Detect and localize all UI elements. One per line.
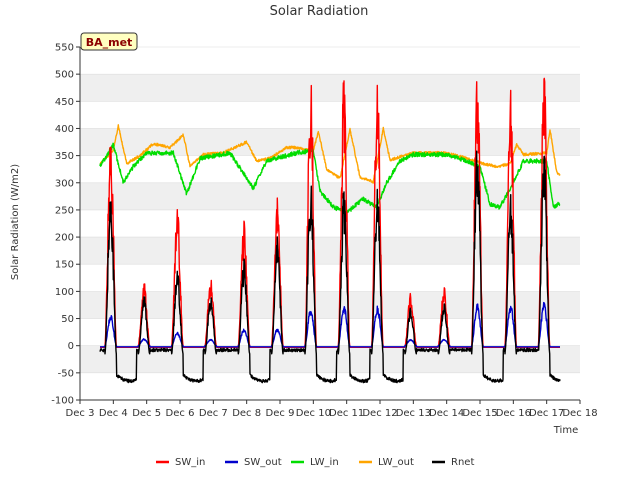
y-tick-label: 400 (55, 124, 74, 135)
grid-band (80, 128, 580, 156)
station-badge: BA_met (80, 32, 138, 51)
x-tick-label: Dec 5 (132, 408, 161, 419)
y-axis-label: Solar Radiation (W/m2) (10, 164, 21, 280)
y-tick-label: 200 (55, 233, 74, 244)
x-axis-label: Time (553, 425, 578, 436)
x-tick-label: Dec 10 (296, 408, 331, 419)
x-tick-label: Dec 17 (529, 408, 564, 419)
y-tick-label: 100 (55, 287, 74, 298)
y-tick-label: 300 (55, 178, 74, 189)
grid-bands (80, 74, 580, 373)
plot-background (80, 47, 580, 400)
x-tick-label: Dec 18 (562, 408, 597, 419)
legend-label-sw-out: SW_out (244, 457, 282, 468)
grid-band (80, 74, 580, 102)
x-tick-label: Dec 16 (496, 408, 531, 419)
x-tick-label: Dec 8 (232, 408, 261, 419)
y-tick-label: 450 (55, 97, 74, 108)
x-tick-label: Dec 14 (429, 408, 464, 419)
grid-band (80, 237, 580, 265)
y-tick-label: 550 (55, 43, 74, 54)
station-badge-label: BA_met (86, 36, 133, 49)
x-tick-label: Dec 7 (199, 408, 228, 419)
x-tick-label: Dec 3 (66, 408, 95, 419)
y-tick-label: -100 (51, 396, 74, 407)
series-line-lw-in (99, 142, 561, 215)
legend-label-sw-in: SW_in (175, 457, 205, 468)
y-tick-label: 350 (55, 151, 74, 162)
series-line-lw-out (99, 124, 561, 184)
x-tick-label: Dec 13 (396, 408, 431, 419)
x-tick-label: Dec 4 (99, 408, 128, 419)
y-tick-label: 500 (55, 70, 74, 81)
chart-title: Solar Radiation (270, 4, 369, 19)
grid-band (80, 291, 580, 319)
x-tick-label: Dec 9 (266, 408, 295, 419)
y-tick-label: -50 (58, 368, 74, 379)
x-tick-label: Dec 15 (462, 408, 497, 419)
legend: SW_in SW_out LW_in LW_out Rnet (156, 457, 474, 468)
legend-label-lw-out: LW_out (378, 457, 414, 468)
y-tick-label: 250 (55, 205, 74, 216)
x-axis-ticks: Dec 3 Dec 4 Dec 5 Dec 6 Dec 7 Dec 8 Dec 9 Dec 1… (66, 400, 598, 419)
y-tick-label: 0 (68, 341, 74, 352)
series-line-sw-out (99, 301, 561, 348)
y-axis-ticks: -100 -50 0 50 100 150 200 250 300 350 400 450 500 550 (51, 43, 80, 407)
x-tick-label: Dec 11 (329, 408, 364, 419)
series-line-rnet (99, 150, 561, 384)
y-tick-label: 150 (55, 260, 74, 271)
data-series (79, 47, 580, 401)
legend-label-lw-in: LW_in (310, 457, 339, 468)
x-tick-label: Dec 6 (166, 408, 195, 419)
x-tick-label: Dec 12 (362, 408, 397, 419)
legend-label-rnet: Rnet (451, 457, 474, 468)
y-tick-label: 50 (61, 314, 74, 325)
